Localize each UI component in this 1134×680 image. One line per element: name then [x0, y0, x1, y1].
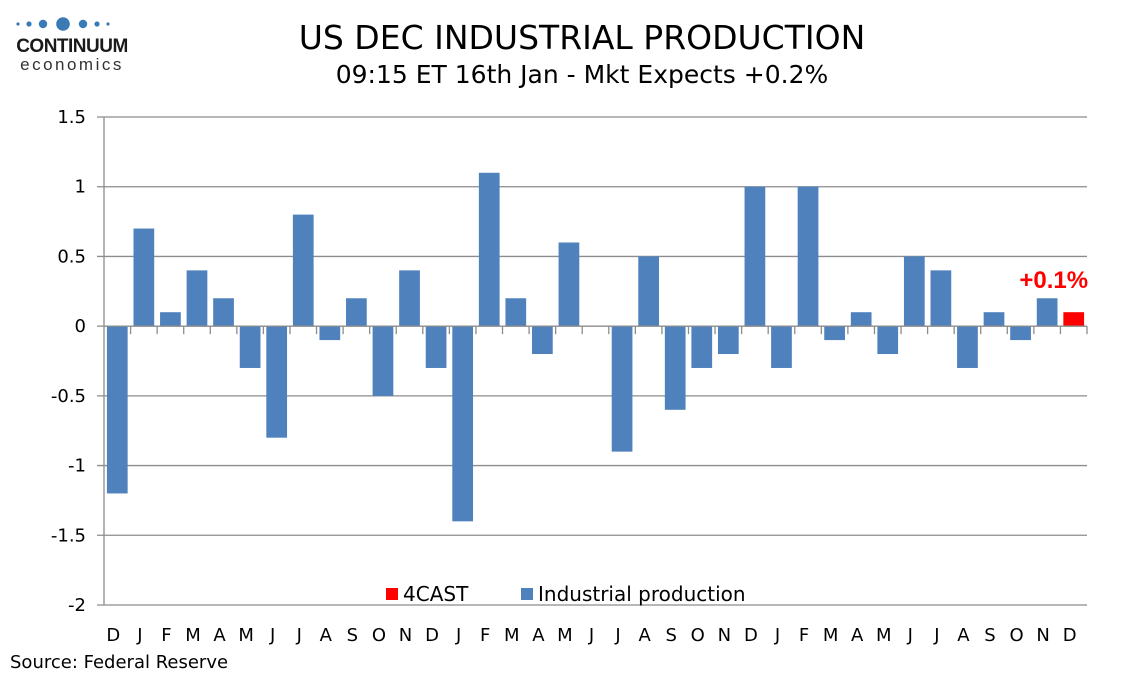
x-tick-label: M — [876, 625, 892, 646]
y-tick-label: -0.5 — [51, 386, 86, 407]
x-tick-label: A — [320, 625, 333, 646]
x-tick-label: J — [296, 625, 302, 646]
bar — [1036, 298, 1058, 327]
logo: CONTINUUM economics — [12, 14, 132, 74]
bar — [850, 312, 872, 327]
bar — [930, 270, 952, 327]
x-tick-label: D — [744, 625, 758, 646]
x-tick-label: N — [1036, 625, 1049, 646]
bar — [133, 228, 155, 327]
bar — [983, 312, 1005, 327]
bar — [691, 326, 713, 368]
x-tick-label: J — [614, 625, 620, 646]
x-tick-label: J — [455, 625, 461, 646]
legend-label-industrial-production: Industrial production — [538, 582, 746, 606]
source-note: Source: Federal Reserve — [10, 652, 229, 673]
bar — [824, 326, 845, 341]
legend: 4CAST Industrial production — [386, 582, 746, 606]
x-tick-label: J — [588, 625, 594, 646]
y-tick-label: -1 — [68, 456, 86, 477]
legend-swatch-industrial-production — [521, 588, 533, 600]
logo-name-bottom: economics — [20, 55, 124, 74]
forecast-bar — [1063, 312, 1085, 327]
x-tick-label: M — [238, 625, 254, 646]
bar — [239, 326, 261, 368]
bar — [399, 270, 420, 327]
x-tick-label: N — [718, 625, 731, 646]
bar — [213, 298, 234, 327]
x-tick-label: S — [665, 625, 676, 646]
x-tick-label: D — [425, 625, 439, 646]
bar — [319, 326, 341, 341]
x-tick-label: S — [984, 625, 995, 646]
axes — [103, 117, 1088, 605]
bar — [717, 326, 739, 355]
x-tick-label: M — [185, 625, 201, 646]
x-tick-label: J — [269, 625, 275, 646]
x-tick-label: D — [106, 625, 120, 646]
bar — [771, 326, 792, 368]
x-tick-label: O — [1009, 625, 1023, 646]
legend-swatch-4cast — [386, 588, 398, 600]
bar — [292, 214, 314, 327]
x-tick-label: N — [399, 625, 412, 646]
y-tick-label: -1.5 — [51, 525, 86, 546]
bar — [877, 326, 899, 355]
bar — [186, 270, 208, 327]
bar — [346, 298, 367, 327]
bar — [558, 242, 580, 327]
bars — [106, 172, 1085, 522]
bar — [266, 326, 288, 438]
x-tick-label: D — [1063, 625, 1077, 646]
x-tick-label: F — [480, 625, 490, 646]
x-tick-label: O — [372, 625, 386, 646]
bar — [478, 172, 500, 327]
y-tick-label: 1 — [75, 177, 86, 198]
x-tick-label: J — [907, 625, 913, 646]
x-tick-label: M — [504, 625, 520, 646]
bar — [425, 326, 447, 368]
bar — [903, 256, 925, 327]
x-tick-label: A — [532, 625, 545, 646]
bar — [372, 326, 394, 396]
chart-subtitle: 09:15 ET 16th Jan - Mkt Expects +0.2% — [335, 60, 829, 89]
y-tick-label: 0 — [75, 316, 86, 337]
x-tick-label: O — [691, 625, 705, 646]
forecast-annotation: +0.1% — [1019, 267, 1088, 294]
bar — [797, 186, 819, 327]
x-tick-label: J — [136, 625, 142, 646]
logo-name-top: CONTINUUM — [16, 36, 128, 57]
y-tick-label: -2 — [68, 595, 86, 616]
bar — [744, 186, 766, 327]
bar — [638, 256, 659, 327]
bar — [505, 298, 527, 327]
bar — [1010, 326, 1031, 341]
chart-title: US DEC INDUSTRIAL PRODUCTION — [298, 18, 866, 57]
x-tick-label: A — [851, 625, 864, 646]
x-tick-label: F — [161, 625, 171, 646]
y-axis-ticks: 1.5 1 0.5 0 -0.5 -1 -1.5 -2 — [51, 107, 86, 616]
bar — [532, 326, 553, 355]
logo-dots-icon — [16, 17, 110, 31]
x-tick-label: F — [799, 625, 809, 646]
bar — [452, 326, 474, 522]
legend-label-4cast: 4CAST — [403, 582, 469, 606]
x-tick-label: A — [638, 625, 651, 646]
x-tick-label: M — [823, 625, 839, 646]
bar — [611, 326, 633, 452]
bar — [957, 326, 978, 368]
x-tick-label: J — [774, 625, 780, 646]
y-tick-label: 0.5 — [57, 246, 86, 267]
x-tick-label: A — [213, 625, 226, 646]
bar — [106, 326, 128, 494]
x-tick-label: M — [557, 625, 573, 646]
y-tick-label: 1.5 — [57, 107, 86, 128]
bar — [160, 312, 181, 327]
x-tick-label: S — [347, 625, 358, 646]
bar — [664, 326, 686, 410]
x-tick-label: A — [957, 625, 970, 646]
x-tick-label: J — [933, 625, 939, 646]
